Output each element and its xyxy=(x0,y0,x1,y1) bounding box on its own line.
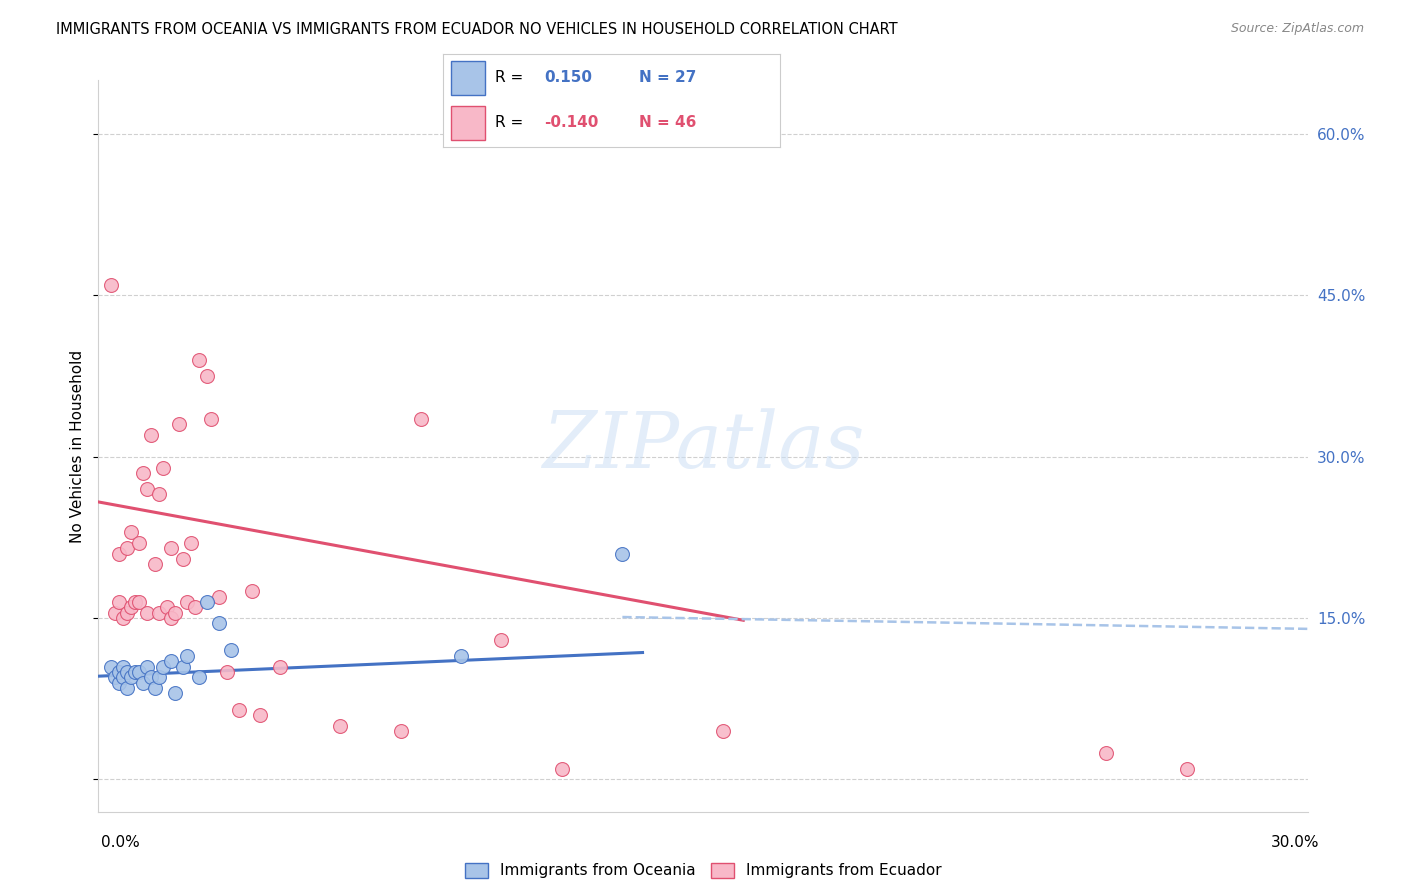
Text: R =: R = xyxy=(495,70,529,86)
Point xyxy=(128,665,150,679)
Point xyxy=(167,417,190,432)
Text: N = 27: N = 27 xyxy=(638,70,696,86)
Point xyxy=(163,606,186,620)
Point xyxy=(103,670,125,684)
Point xyxy=(120,600,142,615)
Text: 30.0%: 30.0% xyxy=(1271,836,1319,850)
Point xyxy=(120,670,142,684)
Point xyxy=(148,670,170,684)
Bar xyxy=(451,106,485,140)
Text: 0.150: 0.150 xyxy=(544,70,592,86)
Point xyxy=(180,536,202,550)
Point xyxy=(389,724,412,739)
Point xyxy=(132,675,155,690)
Point xyxy=(240,584,263,599)
Point xyxy=(249,707,271,722)
Text: ZIPatlas: ZIPatlas xyxy=(541,408,865,484)
Point xyxy=(551,762,574,776)
Legend: Immigrants from Oceania, Immigrants from Ecuador: Immigrants from Oceania, Immigrants from… xyxy=(458,857,948,885)
Point xyxy=(195,369,218,384)
Point xyxy=(612,547,634,561)
Point xyxy=(111,659,134,673)
Point xyxy=(188,353,211,368)
Point xyxy=(208,616,231,631)
Point xyxy=(107,665,129,679)
Point xyxy=(148,606,170,620)
Point xyxy=(115,606,138,620)
Point xyxy=(1175,762,1198,776)
Point xyxy=(111,670,134,684)
Point xyxy=(711,724,734,739)
Point xyxy=(128,595,150,609)
Text: IMMIGRANTS FROM OCEANIA VS IMMIGRANTS FROM ECUADOR NO VEHICLES IN HOUSEHOLD CORR: IMMIGRANTS FROM OCEANIA VS IMMIGRANTS FR… xyxy=(56,22,898,37)
Point xyxy=(120,524,142,539)
Point xyxy=(103,606,125,620)
Point xyxy=(148,487,170,501)
Point xyxy=(128,536,150,550)
Point xyxy=(107,547,129,561)
Point xyxy=(491,632,513,647)
Point xyxy=(329,719,352,733)
Text: N = 46: N = 46 xyxy=(638,115,696,130)
Point xyxy=(156,600,179,615)
Point xyxy=(107,595,129,609)
Point xyxy=(152,460,174,475)
Point xyxy=(188,670,211,684)
Point xyxy=(100,277,122,292)
Point xyxy=(208,590,231,604)
Point xyxy=(115,681,138,695)
Point xyxy=(221,643,243,657)
Point xyxy=(163,686,186,700)
Point xyxy=(160,541,183,556)
Point xyxy=(139,428,162,442)
Point xyxy=(135,659,157,673)
Point xyxy=(217,665,239,679)
Point xyxy=(160,611,183,625)
Point xyxy=(172,552,194,566)
Point xyxy=(184,600,207,615)
Point xyxy=(115,541,138,556)
Point xyxy=(195,595,218,609)
Text: Source: ZipAtlas.com: Source: ZipAtlas.com xyxy=(1230,22,1364,36)
Point xyxy=(172,659,194,673)
Point xyxy=(176,648,198,663)
Point xyxy=(135,606,157,620)
Point xyxy=(111,611,134,625)
Point xyxy=(228,702,250,716)
Text: 0.0%: 0.0% xyxy=(101,836,141,850)
Point xyxy=(269,659,291,673)
Point xyxy=(450,648,472,663)
Point xyxy=(152,659,174,673)
Point xyxy=(124,665,146,679)
Bar xyxy=(451,61,485,95)
Point xyxy=(1095,746,1118,760)
Point xyxy=(124,595,146,609)
Point xyxy=(200,412,222,426)
Point xyxy=(107,675,129,690)
Text: R =: R = xyxy=(495,115,529,130)
Point xyxy=(143,558,166,572)
Point xyxy=(115,665,138,679)
Point xyxy=(132,466,155,480)
Text: -0.140: -0.140 xyxy=(544,115,599,130)
Point xyxy=(160,654,183,668)
Y-axis label: No Vehicles in Household: No Vehicles in Household xyxy=(70,350,86,542)
Point xyxy=(143,681,166,695)
Point xyxy=(139,670,162,684)
Point xyxy=(100,659,122,673)
Point xyxy=(409,412,432,426)
Point xyxy=(135,482,157,496)
Point xyxy=(176,595,198,609)
